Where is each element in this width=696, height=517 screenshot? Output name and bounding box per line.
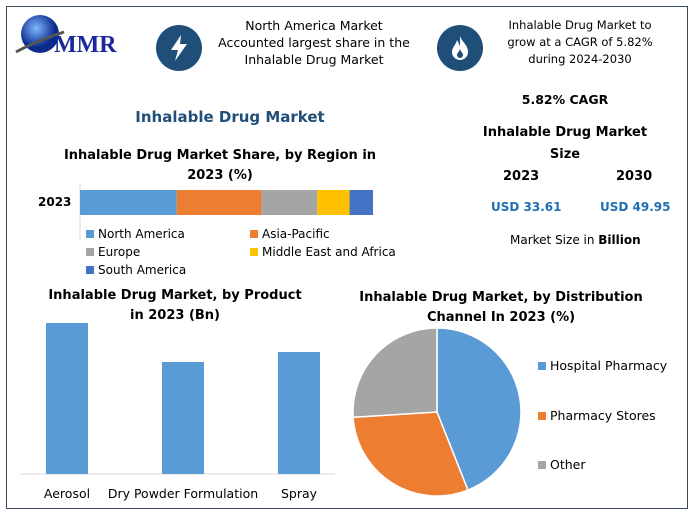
region-chart bbox=[79, 184, 373, 240]
north-america-highlight: North America Market Accounted largest s… bbox=[218, 18, 410, 67]
market-size-unit: Market Size in Billion bbox=[510, 233, 641, 247]
x-tick-label: Dry Powder Formulation bbox=[108, 486, 258, 501]
region-category-label: 2023 bbox=[38, 195, 72, 209]
region-chart-title: Inhalable Drug Market Share, by Region i… bbox=[63, 148, 377, 183]
distribution-chart-title: Inhalable Drug Market, by Distribution C… bbox=[359, 290, 643, 325]
bar-segment-north-america bbox=[80, 190, 177, 215]
legend-swatch bbox=[86, 230, 94, 238]
legend-item: South America bbox=[86, 263, 186, 277]
legend-item: Pharmacy Stores bbox=[538, 408, 656, 423]
legend-label: South America bbox=[98, 263, 187, 277]
legend-swatch bbox=[538, 361, 546, 370]
year-2030: 2030 bbox=[616, 169, 653, 184]
x-tick-label: Spray bbox=[281, 486, 318, 501]
legend-label: Asia-Pacific bbox=[262, 227, 330, 241]
year-2023: 2023 bbox=[503, 169, 540, 184]
legend-swatch bbox=[86, 248, 94, 256]
mmr-logo: MMR bbox=[14, 12, 117, 62]
legend-label: Middle East and Africa bbox=[262, 245, 396, 259]
x-tick-label: Aerosol bbox=[44, 486, 90, 501]
legend-item: North America bbox=[86, 227, 185, 241]
legend-label: Other bbox=[550, 457, 586, 472]
cagr-highlight: Inhalable Drug Market to grow at a CAGR … bbox=[507, 18, 653, 66]
product-chart: Aerosol Dry Powder Formulation Spray bbox=[20, 323, 335, 501]
flame-icon bbox=[437, 25, 483, 71]
cagr-label: 5.82% CAGR bbox=[521, 92, 609, 107]
bar-2 bbox=[278, 352, 320, 474]
pie-slice-pharmacy-stores bbox=[352, 411, 469, 497]
legend-swatch bbox=[250, 230, 258, 238]
infographic-frame bbox=[6, 6, 688, 509]
legend-label: Hospital Pharmacy bbox=[550, 358, 668, 373]
legend-item: Europe bbox=[86, 245, 140, 259]
legend-swatch bbox=[250, 248, 258, 256]
legend-swatch bbox=[538, 411, 546, 420]
pie-slice-other bbox=[352, 327, 438, 419]
legend-item: Asia-Pacific bbox=[250, 227, 330, 241]
globe-icon bbox=[15, 15, 65, 54]
bar-segment-south-america bbox=[349, 190, 373, 215]
value-2030: USD 49.95 bbox=[600, 200, 671, 214]
unit: Billion bbox=[598, 233, 641, 247]
lightning-icon bbox=[156, 25, 202, 71]
bar-segment-middle-east-and-africa bbox=[317, 190, 350, 215]
logo-text: MMR bbox=[54, 32, 117, 58]
legend-swatch bbox=[86, 266, 94, 274]
legend-label: Europe bbox=[98, 245, 141, 259]
product-chart-title: Inhalable Drug Market, by Product in 202… bbox=[48, 288, 302, 323]
legend-item: Middle East and Africa bbox=[250, 245, 396, 259]
bar-segment-asia-pacific bbox=[176, 190, 262, 215]
main-title: Inhalable Drug Market bbox=[135, 108, 325, 126]
legend-item: Other bbox=[538, 457, 586, 472]
pie-slice-hospital-pharmacy bbox=[436, 327, 522, 492]
value-2023: USD 33.61 bbox=[491, 200, 562, 214]
legend-swatch bbox=[538, 460, 546, 469]
bar-1 bbox=[162, 362, 204, 474]
legend-item: Hospital Pharmacy bbox=[538, 358, 667, 373]
bar-0 bbox=[46, 323, 88, 474]
bar-segment-europe bbox=[261, 190, 318, 215]
legend-label: Pharmacy Stores bbox=[550, 408, 656, 423]
market-size-title: Inhalable Drug Market Size bbox=[482, 125, 648, 162]
legend-label: North America bbox=[98, 227, 185, 241]
